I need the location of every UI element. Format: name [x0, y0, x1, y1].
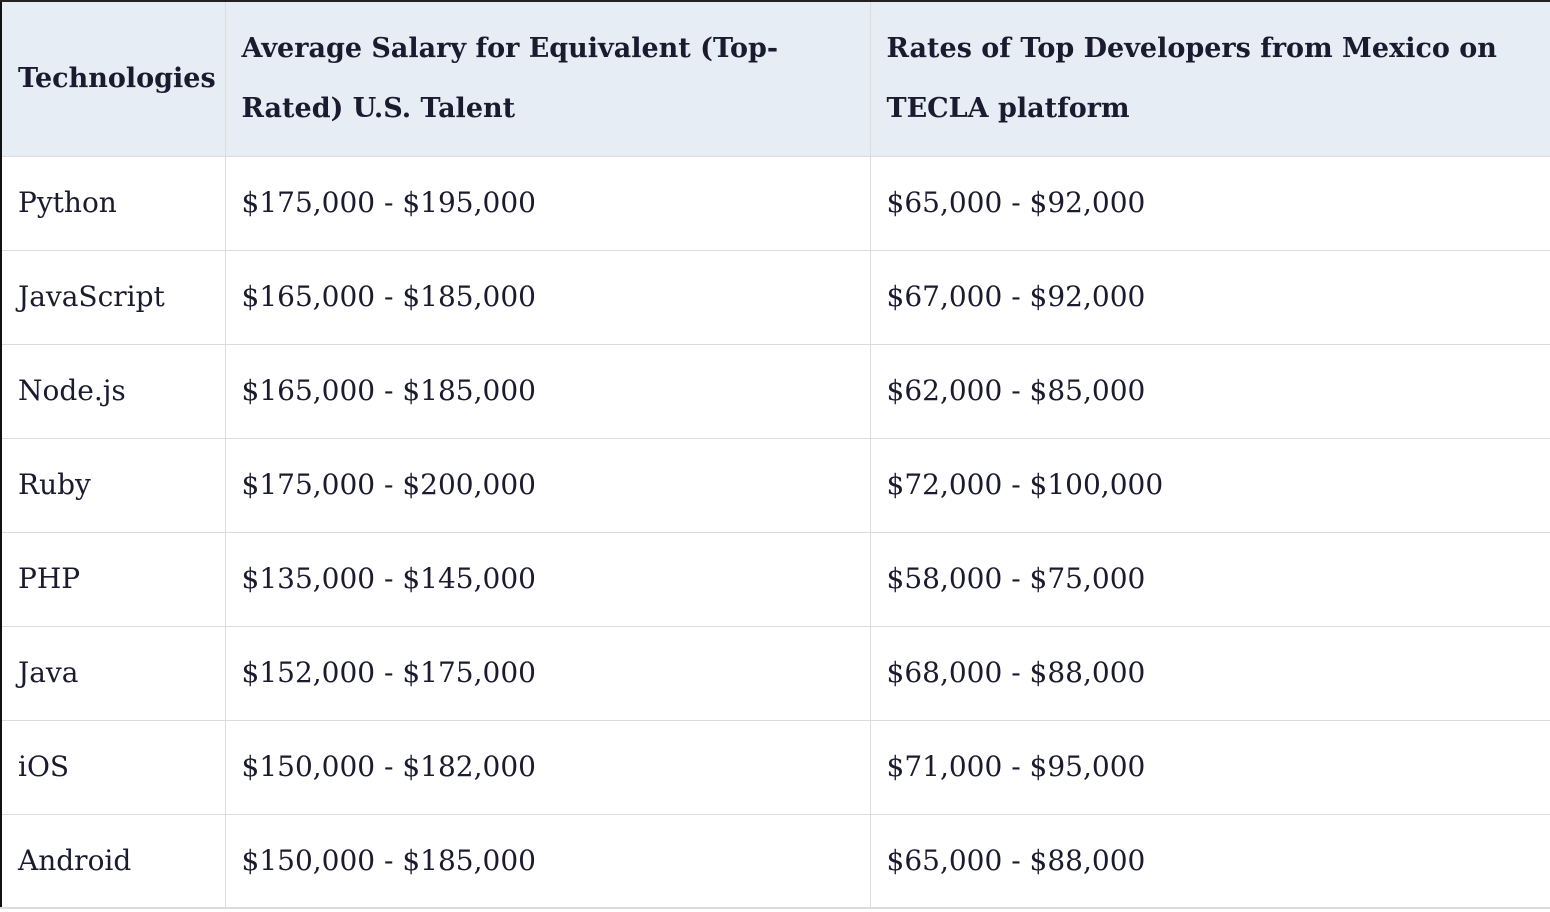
table-header: Technologies Average Salary for Equivale…: [0, 0, 1550, 157]
technology-cell: Ruby: [0, 437, 226, 533]
table-row: PHP $135,000 - $145,000 $58,000 - $75,00…: [0, 531, 1550, 627]
mexico-rate-cell: $58,000 - $75,000: [869, 531, 1550, 627]
table-row: Python $175,000 - $195,000 $65,000 - $92…: [0, 155, 1550, 251]
mexico-rate-cell: $62,000 - $85,000: [869, 343, 1550, 439]
technology-cell: PHP: [0, 531, 226, 627]
header-technologies: Technologies: [0, 0, 226, 157]
us-salary-cell: $135,000 - $145,000: [224, 531, 871, 627]
technology-cell: Python: [0, 155, 226, 251]
mexico-rate-cell: $72,000 - $100,000: [869, 437, 1550, 533]
technology-cell: iOS: [0, 719, 226, 815]
table-body: Python $175,000 - $195,000 $65,000 - $92…: [0, 155, 1550, 909]
us-salary-cell: $150,000 - $185,000: [224, 813, 871, 909]
mexico-rate-cell: $65,000 - $88,000: [869, 813, 1550, 909]
technology-cell: Node.js: [0, 343, 226, 439]
technology-cell: Java: [0, 625, 226, 721]
technology-cell: JavaScript: [0, 249, 226, 345]
table-row: Node.js $165,000 - $185,000 $62,000 - $8…: [0, 343, 1550, 439]
header-row: Technologies Average Salary for Equivale…: [0, 0, 1550, 157]
us-salary-cell: $165,000 - $185,000: [224, 343, 871, 439]
mexico-rate-cell: $67,000 - $92,000: [869, 249, 1550, 345]
technology-cell: Android: [0, 813, 226, 909]
table-row: iOS $150,000 - $182,000 $71,000 - $95,00…: [0, 719, 1550, 815]
header-mexico-rates: Rates of Top Developers from Mexico on T…: [869, 0, 1550, 157]
mexico-rate-cell: $71,000 - $95,000: [869, 719, 1550, 815]
us-salary-cell: $152,000 - $175,000: [224, 625, 871, 721]
header-us-salary: Average Salary for Equivalent (Top-Rated…: [224, 0, 871, 157]
us-salary-cell: $165,000 - $185,000: [224, 249, 871, 345]
table-row: Java $152,000 - $175,000 $68,000 - $88,0…: [0, 625, 1550, 721]
us-salary-cell: $175,000 - $200,000: [224, 437, 871, 533]
table-row: JavaScript $165,000 - $185,000 $67,000 -…: [0, 249, 1550, 345]
us-salary-cell: $150,000 - $182,000: [224, 719, 871, 815]
table-row: Android $150,000 - $185,000 $65,000 - $8…: [0, 813, 1550, 909]
us-salary-cell: $175,000 - $195,000: [224, 155, 871, 251]
table-row: Ruby $175,000 - $200,000 $72,000 - $100,…: [0, 437, 1550, 533]
mexico-rate-cell: $68,000 - $88,000: [869, 625, 1550, 721]
mexico-rate-cell: $65,000 - $92,000: [869, 155, 1550, 251]
